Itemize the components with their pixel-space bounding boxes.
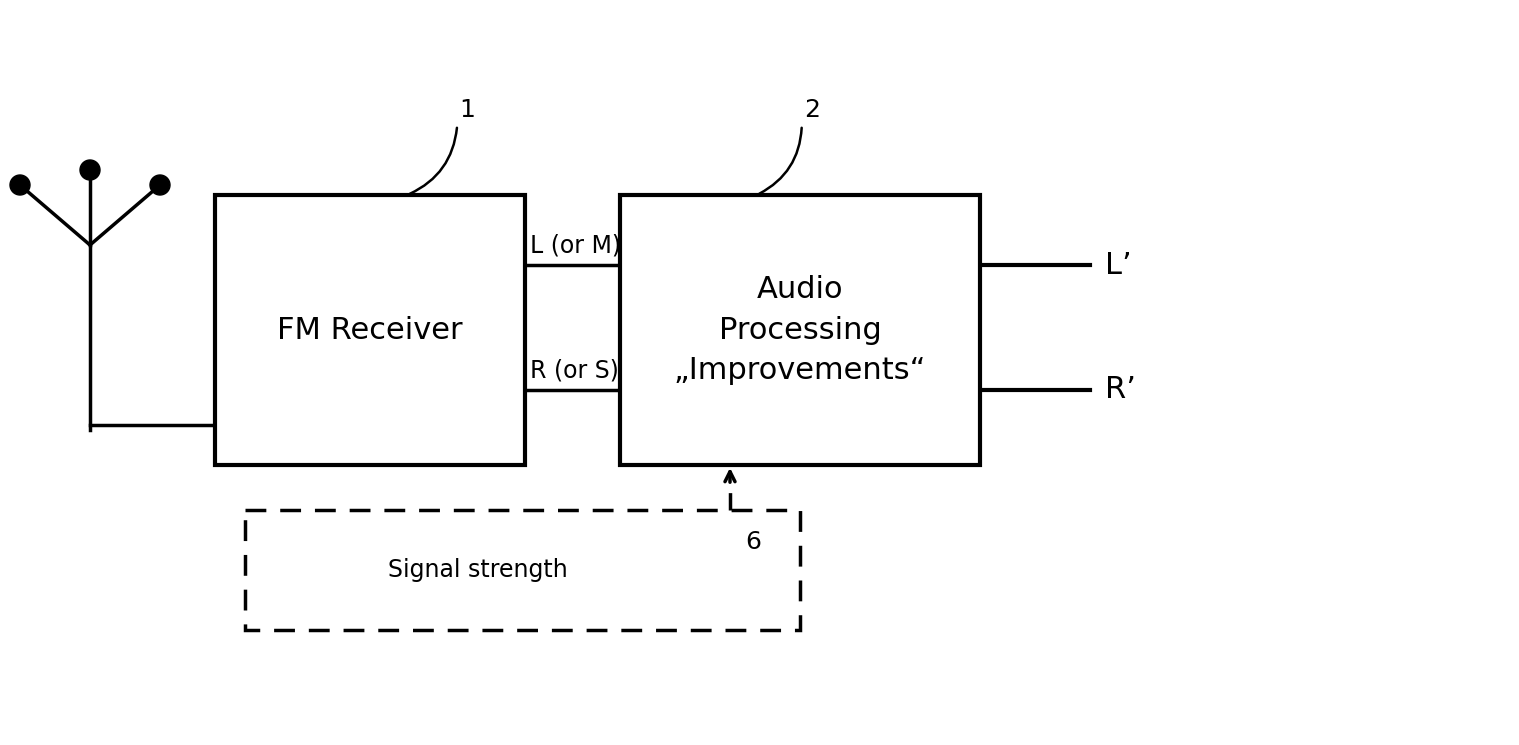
Text: Signal strength: Signal strength — [389, 558, 568, 582]
Text: 2: 2 — [804, 98, 820, 122]
Text: R’: R’ — [1104, 375, 1136, 405]
Text: 1: 1 — [459, 98, 475, 122]
Text: L (or M): L (or M) — [530, 233, 621, 257]
Text: 6: 6 — [744, 530, 761, 554]
Circle shape — [150, 175, 170, 195]
Circle shape — [81, 160, 100, 180]
Circle shape — [11, 175, 30, 195]
Text: R (or S): R (or S) — [530, 358, 618, 382]
Text: L’: L’ — [1104, 250, 1132, 279]
Bar — [216, 195, 526, 465]
Text: FM Receiver: FM Receiver — [276, 315, 463, 344]
Bar — [620, 195, 980, 465]
Bar — [245, 510, 801, 630]
Text: Audio
Processing
„Improvements“: Audio Processing „Improvements“ — [674, 275, 927, 385]
